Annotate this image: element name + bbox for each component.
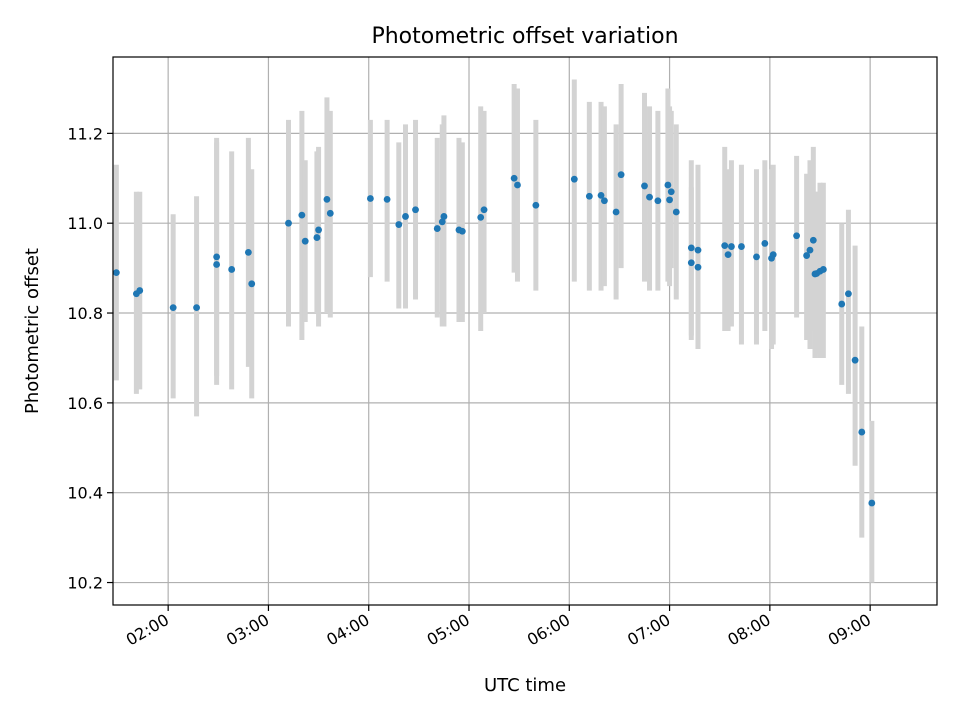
y-axis: 10.2 10.4 10.6 10.8 11.0 11.2	[67, 124, 113, 593]
y-tick-label: 11.0	[67, 214, 103, 233]
data-point	[646, 193, 653, 201]
data-point	[687, 259, 695, 267]
data-point	[301, 237, 309, 245]
data-point	[612, 208, 620, 216]
data-point	[477, 213, 485, 221]
data-point	[433, 225, 441, 232]
data-point	[664, 181, 672, 189]
chart-title: Photometric offset variation	[371, 24, 678, 49]
data-point	[570, 175, 578, 183]
data-point	[687, 244, 695, 252]
data-point	[395, 221, 403, 228]
data-point	[480, 206, 488, 214]
data-point	[819, 266, 827, 273]
data-point	[112, 269, 120, 277]
data-point	[694, 246, 702, 254]
data-point	[597, 191, 605, 199]
data-point	[136, 287, 144, 294]
data-point	[753, 253, 760, 261]
data-point	[193, 304, 200, 312]
data-point	[809, 236, 817, 244]
data-point	[248, 280, 256, 288]
data-point	[458, 227, 466, 235]
data-point	[285, 219, 292, 227]
data-point	[213, 261, 221, 268]
data-point	[402, 213, 409, 220]
data-point	[654, 197, 662, 205]
data-point	[228, 266, 236, 273]
y-tick-label: 11.2	[67, 124, 103, 143]
data-point	[724, 251, 732, 259]
data-point	[438, 218, 446, 226]
data-point	[326, 209, 334, 217]
data-point	[315, 226, 322, 234]
data-point	[769, 251, 777, 259]
y-tick-label: 10.2	[67, 574, 103, 593]
data-point	[868, 499, 876, 507]
y-axis-label: Photometric offset	[22, 248, 43, 414]
data-point	[728, 243, 735, 250]
data-point	[600, 197, 608, 205]
data-point	[721, 242, 729, 250]
data-point	[838, 300, 846, 308]
data-point	[366, 195, 374, 202]
data-point	[845, 290, 852, 298]
data-point	[510, 174, 518, 182]
data-point	[313, 234, 321, 241]
data-point	[672, 208, 680, 216]
data-point	[383, 195, 391, 203]
data-point	[585, 192, 593, 200]
data-point	[641, 182, 648, 190]
data-point	[213, 253, 221, 261]
data-point	[667, 188, 675, 196]
data-point	[858, 428, 866, 436]
data-point	[617, 171, 625, 179]
data-point	[694, 263, 702, 271]
y-tick-label: 10.4	[67, 484, 103, 503]
data-point	[440, 213, 448, 220]
data-point	[244, 248, 252, 256]
data-point	[793, 232, 801, 240]
data-point	[738, 243, 745, 250]
data-point	[169, 304, 177, 312]
x-axis-label: UTC time	[484, 675, 566, 696]
data-point	[323, 195, 331, 203]
data-point	[806, 246, 814, 254]
data-point	[514, 181, 521, 189]
data-point	[298, 211, 306, 219]
data-point	[851, 356, 859, 364]
y-tick-label: 10.6	[67, 394, 103, 413]
data-points	[112, 171, 876, 507]
data-point	[532, 201, 540, 209]
data-point	[412, 206, 419, 214]
plot-frame	[112, 56, 938, 606]
data-point	[761, 240, 769, 247]
y-tick-label: 10.8	[67, 304, 103, 323]
data-point	[803, 252, 811, 259]
data-point	[666, 196, 673, 204]
